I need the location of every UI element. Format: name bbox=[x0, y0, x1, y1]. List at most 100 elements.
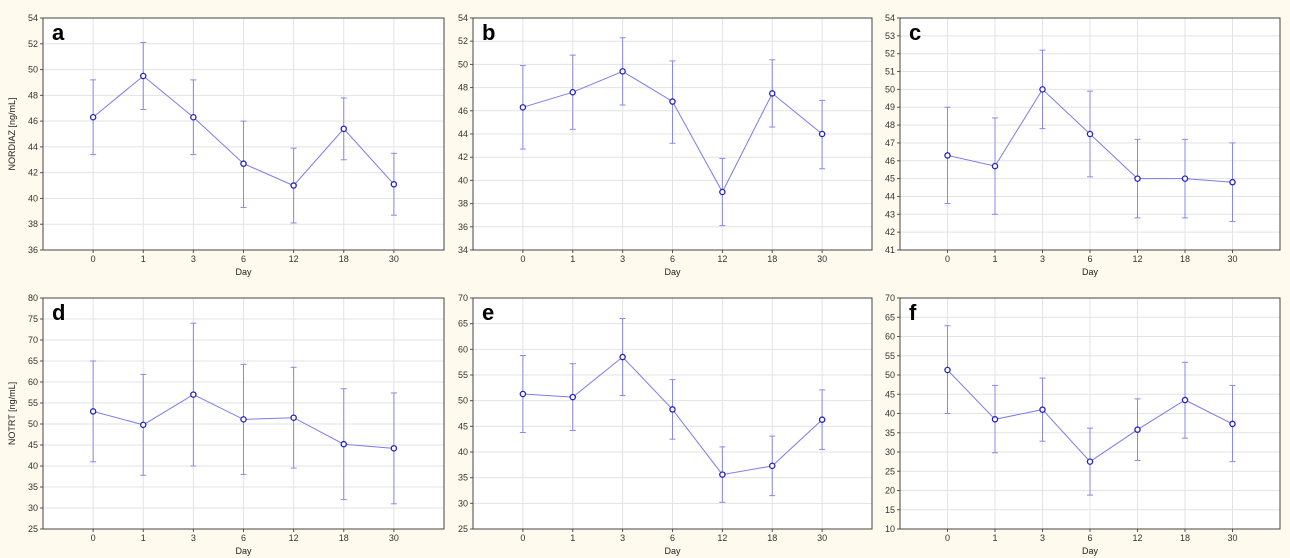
x-tick-label: 3 bbox=[620, 254, 625, 264]
x-tick-label: 12 bbox=[717, 533, 727, 543]
y-tick-label: 46 bbox=[28, 116, 38, 126]
data-point bbox=[769, 462, 776, 470]
panel-label: c bbox=[909, 20, 921, 45]
x-tick-label: 3 bbox=[620, 533, 625, 543]
data-point bbox=[1039, 406, 1046, 413]
x-axis-title: Day bbox=[1082, 546, 1099, 556]
y-tick-label: 48 bbox=[885, 120, 895, 130]
y-tick-label: 54 bbox=[28, 13, 38, 23]
data-point bbox=[818, 416, 826, 423]
y-tick-label: 50 bbox=[885, 370, 895, 380]
y-tick-label: 43 bbox=[885, 209, 895, 219]
x-tick-label: 0 bbox=[91, 254, 96, 264]
y-tick-label: 34 bbox=[458, 245, 468, 255]
y-tick-label: 45 bbox=[885, 389, 895, 399]
y-tick-label: 35 bbox=[28, 482, 38, 492]
y-tick-label: 15 bbox=[885, 505, 895, 515]
y-tick-label: 50 bbox=[885, 84, 895, 94]
y-tick-label: 55 bbox=[885, 351, 895, 361]
x-tick-label: 1 bbox=[570, 254, 575, 264]
x-tick-label: 3 bbox=[191, 254, 196, 264]
data-point bbox=[1086, 130, 1094, 138]
data-point bbox=[240, 160, 247, 167]
data-point bbox=[719, 471, 726, 478]
x-tick-label: 3 bbox=[191, 533, 196, 543]
y-tick-label: 40 bbox=[885, 409, 895, 419]
x-axis-title: Day bbox=[664, 546, 681, 556]
data-point bbox=[519, 390, 527, 398]
y-tick-label: 44 bbox=[458, 129, 468, 139]
data-point bbox=[769, 90, 776, 97]
data-point bbox=[1181, 396, 1189, 404]
y-tick-label: 75 bbox=[28, 314, 38, 324]
x-tick-label: 12 bbox=[717, 254, 727, 264]
x-tick-label: 18 bbox=[767, 254, 777, 264]
y-tick-label: 30 bbox=[885, 447, 895, 457]
x-tick-label: 0 bbox=[91, 533, 96, 543]
y-tick-label: 54 bbox=[458, 13, 468, 23]
plot-frame bbox=[472, 17, 873, 251]
plot-frame bbox=[899, 17, 1281, 251]
y-tick-label: 70 bbox=[458, 293, 468, 303]
x-tick-label: 18 bbox=[339, 533, 349, 543]
y-tick-label: 45 bbox=[885, 174, 895, 184]
chart-panel-c: 41 42 43 44 45 46 47 48 49 50 51 52 53 54 0 1 3 6 12 18 30 Da… bbox=[885, 13, 1281, 277]
y-tick-label: 80 bbox=[28, 293, 38, 303]
y-tick-label: 35 bbox=[458, 473, 468, 483]
x-tick-label: 6 bbox=[1087, 254, 1092, 264]
y-tick-label: 10 bbox=[885, 524, 895, 534]
y-tick-label: 52 bbox=[28, 39, 38, 49]
data-point bbox=[290, 182, 297, 189]
data-point bbox=[1229, 178, 1236, 186]
data-point bbox=[390, 445, 398, 452]
y-tick-label: 40 bbox=[28, 461, 38, 471]
y-tick-label: 48 bbox=[458, 83, 468, 93]
data-point bbox=[1181, 175, 1189, 182]
x-tick-label: 18 bbox=[767, 533, 777, 543]
data-point bbox=[89, 408, 97, 415]
y-tick-label: 20 bbox=[885, 486, 895, 496]
x-tick-label: 1 bbox=[570, 533, 575, 543]
y-tick-label: 41 bbox=[885, 245, 895, 255]
data-point bbox=[1039, 86, 1046, 93]
x-tick-label: 30 bbox=[1227, 254, 1237, 264]
data-point bbox=[190, 113, 197, 121]
data-point bbox=[818, 130, 826, 138]
x-tick-label: 6 bbox=[670, 254, 675, 264]
y-tick-label: 65 bbox=[28, 356, 38, 366]
x-axis-title: Day bbox=[664, 267, 681, 277]
x-tick-label: 30 bbox=[389, 254, 399, 264]
x-tick-label: 30 bbox=[817, 533, 827, 543]
data-point bbox=[340, 440, 347, 448]
y-tick-label: 38 bbox=[458, 199, 468, 209]
data-point bbox=[519, 104, 527, 111]
y-tick-label: 70 bbox=[28, 335, 38, 345]
x-tick-label: 0 bbox=[945, 533, 950, 543]
x-axis-title: Day bbox=[235, 267, 252, 277]
y-tick-label: 38 bbox=[28, 219, 38, 229]
panel-label: f bbox=[909, 300, 917, 325]
y-tick-label: 50 bbox=[458, 396, 468, 406]
y-tick-label: 36 bbox=[458, 222, 468, 232]
y-tick-label: 42 bbox=[885, 227, 895, 237]
data-point bbox=[1134, 426, 1141, 433]
y-tick-label: 42 bbox=[458, 152, 468, 162]
y-tick-label: 60 bbox=[28, 377, 38, 387]
y-tick-label: 30 bbox=[458, 498, 468, 508]
x-tick-label: 1 bbox=[992, 254, 997, 264]
y-tick-label: 65 bbox=[885, 312, 895, 322]
chart-panel-f: 10 15 20 25 30 35 40 45 50 55 60 65 70 0 1 3 6 12 18 30 Day f bbox=[885, 293, 1281, 556]
x-tick-label: 18 bbox=[339, 254, 349, 264]
y-axis-title: NORDIAZ [ng/mL] bbox=[7, 97, 17, 170]
plot-frame bbox=[42, 17, 445, 251]
data-point bbox=[340, 125, 347, 133]
x-axis-title: Day bbox=[1082, 267, 1099, 277]
x-tick-label: 12 bbox=[1132, 254, 1142, 264]
x-tick-label: 0 bbox=[520, 254, 525, 264]
panel-label: b bbox=[482, 20, 495, 45]
y-tick-label: 40 bbox=[458, 447, 468, 457]
data-point bbox=[139, 421, 147, 429]
